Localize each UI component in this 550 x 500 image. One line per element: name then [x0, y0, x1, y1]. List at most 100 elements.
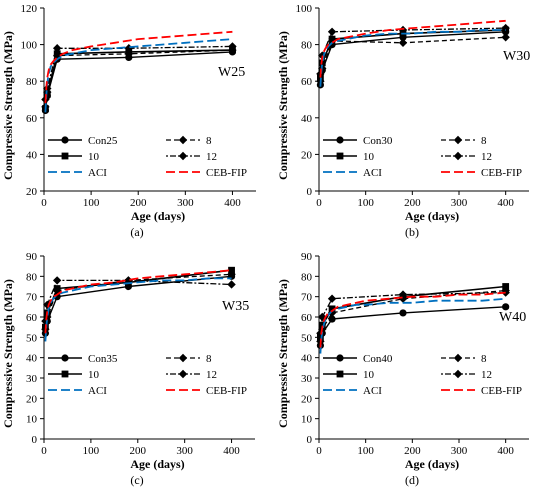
x-axis-label: Age (days) — [405, 457, 459, 471]
series-4 — [316, 288, 510, 338]
chart-panel-3: 0 10 20 30 40 50 60 70 80 90 0 100 200 300 400 Age (day… — [1, 251, 255, 487]
series-line — [319, 29, 506, 87]
series-line — [319, 306, 506, 346]
panel-label: (b) — [405, 225, 419, 239]
panel-annotation: W30 — [503, 49, 530, 64]
data-point — [327, 27, 337, 36]
legend-label: 8 — [206, 135, 212, 147]
x-tick-label: 200 — [130, 445, 147, 457]
legend-marker — [61, 136, 69, 144]
panel-label: (d) — [405, 473, 419, 487]
x-axis-label: Age (days) — [131, 209, 185, 223]
x-tick-label: 0 — [316, 197, 322, 209]
legend-marker — [178, 369, 188, 379]
y-tick-label: 20 — [301, 149, 313, 161]
y-tick-label: 60 — [26, 312, 38, 324]
y-tick-label: 80 — [301, 40, 313, 52]
legend-marker — [61, 354, 69, 362]
series-line — [319, 19, 506, 78]
panel-label: (c) — [130, 473, 143, 487]
y-tick-label: 50 — [301, 332, 313, 344]
y-axis-label: Compressive Strength (MPa) — [1, 31, 15, 180]
x-tick-label: 300 — [177, 197, 194, 209]
y-tick-label: 40 — [301, 113, 313, 125]
series-6 — [319, 291, 506, 348]
y-tick-label: 40 — [26, 149, 38, 161]
data-point — [52, 44, 62, 53]
panel-label: (a) — [130, 225, 143, 239]
legend-marker — [61, 370, 69, 378]
y-axis-label: Compressive Strength (MPa) — [276, 31, 290, 180]
panel-annotation: W35 — [222, 299, 249, 314]
legend-label: 8 — [206, 353, 212, 365]
legend-label: ACI — [88, 167, 107, 179]
legend-label: 12 — [206, 151, 217, 163]
y-tick-label: 60 — [301, 76, 313, 88]
chart-panel-1: 20 40 60 80 100 120 0 100 200 300 400 Age (days) Com… — [1, 3, 256, 239]
y-tick-label: 60 — [26, 113, 38, 125]
series-line — [44, 51, 233, 111]
y-tick-label: 0 — [307, 434, 313, 446]
series-5 — [44, 38, 233, 113]
x-tick-label: 100 — [357, 197, 374, 209]
data-point — [327, 294, 337, 303]
legend-marker — [453, 151, 463, 161]
y-tick-label: 10 — [301, 414, 313, 426]
y-tick-label: 30 — [301, 373, 313, 385]
legend-label: 10 — [363, 151, 375, 163]
y-tick-label: 100 — [21, 40, 38, 52]
x-tick-label: 400 — [497, 445, 514, 457]
series-line — [319, 36, 506, 82]
y-tick-label: 90 — [26, 251, 38, 263]
x-tick-label: 200 — [404, 445, 421, 457]
legend-label: 8 — [481, 353, 487, 365]
data-point — [398, 290, 408, 299]
data-point — [501, 23, 510, 33]
legend-marker — [178, 353, 188, 363]
y-tick-label: 20 — [301, 393, 313, 405]
panel-annotation: W40 — [499, 310, 526, 325]
y-tick-label: 0 — [32, 434, 38, 446]
data-point — [399, 309, 407, 317]
data-point — [318, 312, 327, 322]
series-1 — [316, 303, 510, 350]
legend-label: Con40 — [363, 353, 393, 365]
series-1 — [41, 48, 237, 115]
x-tick-label: 100 — [83, 445, 100, 457]
data-point — [398, 38, 408, 47]
series-2 — [41, 270, 236, 334]
data-point — [318, 321, 326, 329]
series-line — [319, 31, 506, 85]
legend-label: CEB-FIP — [206, 385, 247, 397]
y-tick-label: 70 — [301, 292, 313, 304]
data-point — [502, 283, 510, 290]
series-6 — [44, 30, 233, 104]
legend-label: 12 — [481, 151, 492, 163]
legend-label: CEB-FIP — [481, 167, 522, 179]
x-axis-label: Age (days) — [405, 209, 459, 223]
x-tick-label: 0 — [41, 445, 47, 457]
data-point — [328, 315, 336, 323]
x-axis-label: Age (days) — [130, 457, 184, 471]
y-axis-label: Compressive Strength (MPa) — [1, 279, 15, 428]
series-line — [319, 27, 506, 74]
y-tick-label: 80 — [26, 271, 38, 283]
chart-panel-4: 0 10 20 30 40 50 60 70 80 90 0 100 200 300 400 Age (day… — [276, 251, 529, 487]
legend-label: CEB-FIP — [206, 167, 247, 179]
series-5 — [44, 277, 232, 342]
legend-marker — [61, 152, 69, 160]
y-tick-label: 20 — [26, 186, 38, 198]
y-tick-label: 120 — [21, 3, 38, 15]
data-point — [502, 303, 510, 311]
y-tick-label: 70 — [26, 292, 38, 304]
series-line — [44, 30, 233, 104]
series-line — [44, 277, 232, 342]
legend: Con30 8 10 12 ACI CEB-FIP — [323, 135, 522, 179]
series-6 — [319, 19, 506, 78]
series-3 — [317, 26, 510, 81]
series-line — [44, 38, 233, 113]
legend-label: ACI — [363, 385, 382, 397]
x-tick-label: 400 — [223, 445, 240, 457]
